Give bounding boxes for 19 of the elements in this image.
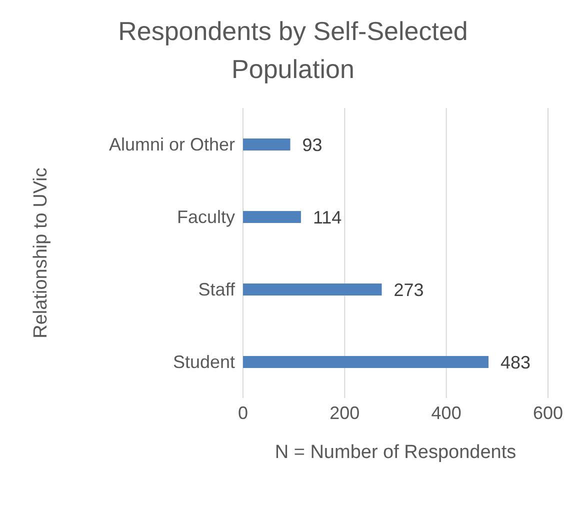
- data-label: 273: [394, 280, 424, 300]
- y-axis-title: Relationship to UVic: [30, 168, 52, 338]
- x-tick-label: 600: [532, 402, 564, 423]
- y-tick-label: Student: [172, 352, 235, 372]
- data-label: 114: [312, 207, 342, 228]
- x-tick-label: 400: [431, 402, 462, 423]
- y-tick-label: Alumni or Other: [108, 134, 236, 155]
- x-tick-label: 200: [330, 402, 360, 423]
- bar: [243, 138, 290, 150]
- bar: [243, 210, 301, 223]
- bar: [243, 283, 382, 296]
- x-axis-title: N = Number of Respondents: [274, 442, 516, 463]
- bar: [243, 356, 489, 368]
- y-tick-label: Staff: [198, 280, 236, 300]
- data-label: 483: [500, 352, 531, 372]
- chart-title: Respondents by Self-Selected Population: [117, 15, 469, 86]
- data-label: 93: [302, 134, 322, 155]
- y-tick-label: Faculty: [176, 207, 235, 228]
- x-tick-label: 0: [238, 402, 248, 423]
